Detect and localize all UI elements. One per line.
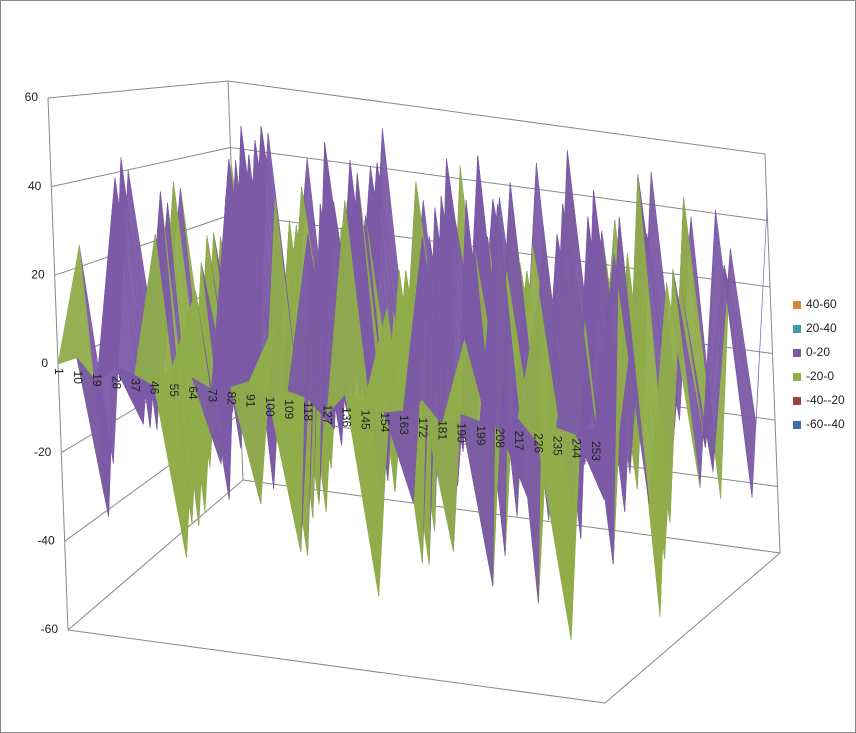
grid-line [242,479,781,554]
axis-edge [764,153,781,554]
legend-swatch [793,421,801,429]
legend-swatch [793,373,801,381]
legend-label: 20-40 [806,321,837,335]
z-tick-label: -40 [37,534,55,548]
grid-line [51,147,231,188]
x-tick-label: 28 [109,376,123,390]
x-tick-label: 127 [320,405,334,425]
z-tick-label: 0 [41,356,48,370]
x-tick-label: 55 [167,384,181,398]
x-tick-label: 208 [493,428,507,448]
x-tick-label: 82 [224,391,238,405]
x-tick-label: 10 [71,371,85,385]
legend-label: 40-60 [806,297,837,311]
legend-swatch [793,349,801,357]
grid-line [67,479,244,631]
x-tick-label: 37 [129,378,143,392]
x-tick-label: 244 [570,438,584,458]
x-tick-label: 235 [550,436,564,456]
legend-label: -20-0 [806,369,834,383]
x-tick-label: 1 [52,368,66,375]
x-tick-label: 136 [340,407,354,427]
grid-line [54,213,234,276]
x-tick-label: 73 [205,389,219,403]
x-tick-label: 46 [148,381,162,395]
legend-swatch [793,301,801,309]
x-tick-label: 109 [282,399,296,419]
x-tick-label: 91 [244,394,258,408]
x-tick-label: 154 [378,412,392,432]
axis-edge [604,552,781,704]
x-tick-label: 172 [416,418,430,438]
x-tick-label: 253 [589,441,603,461]
z-tick-label: 40 [28,179,42,193]
grid-line [230,147,768,221]
legend-label: -40--20 [806,393,845,407]
z-tick-label: 60 [25,90,39,104]
x-tick-label: 226 [531,433,545,453]
z-tick-label: -20 [34,445,52,459]
x-tick-label: 163 [397,415,411,435]
surface-patch [575,254,615,500]
x-tick-label: 199 [474,425,488,445]
grid-line [227,80,766,155]
legend-swatch [793,397,801,405]
axis-edge [67,629,606,704]
x-tick-label: 145 [359,410,373,430]
x-tick-label: 19 [90,373,104,387]
z-tick-label: -60 [41,622,59,636]
x-tick-label: 181 [435,420,449,440]
x-tick-label: 118 [301,402,315,421]
x-tick-label: 217 [512,431,526,451]
x-tick-label: 190 [455,423,469,443]
legend-swatch [793,325,801,333]
legend-label: -60--40 [806,417,845,431]
x-tick-label: 64 [186,386,200,400]
legend-label: 0-20 [806,345,830,359]
z-tick-label: 20 [31,268,45,282]
x-tick-label: 100 [263,397,277,417]
grid-line [47,80,229,99]
